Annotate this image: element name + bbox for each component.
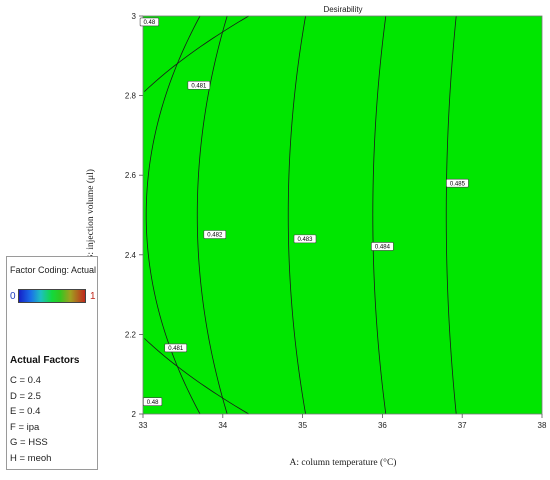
actual-factor-item: H = meoh [10, 452, 52, 464]
contour-line [372, 15, 387, 415]
contour-line [445, 15, 457, 415]
y-tick-label: 2.8 [125, 92, 137, 101]
y-axis-title: B: injection volume (μl) [85, 169, 96, 261]
contour-label-text: 0.48 [147, 400, 159, 406]
y-tick-label: 2.2 [125, 330, 137, 339]
plot-area [143, 16, 542, 414]
x-tick-label: 35 [298, 421, 307, 430]
x-tick-label: 37 [458, 421, 467, 430]
factor-coding-label: Factor Coding: Actual [10, 265, 97, 275]
actual-factors-title: Actual Factors [10, 355, 80, 366]
contour-label-text: 0.483 [297, 237, 313, 243]
contour-label: 0.48 [142, 397, 163, 406]
contour-label-text: 0.485 [450, 181, 466, 187]
contour-label: 0.483 [293, 234, 317, 244]
contour-label: 0.484 [371, 242, 394, 251]
chart-title: Desirability [323, 5, 362, 14]
contour-label-text: 0.481 [191, 83, 207, 89]
contour-line [196, 15, 228, 415]
contour-label-text: 0.484 [375, 245, 391, 251]
contour-label: 0.48 [139, 17, 159, 27]
y-tick-label: 2.6 [125, 171, 137, 180]
actual-factors-list: C = 0.4 D = 2.5 E = 0.4 F = ipa G = HSS … [10, 373, 51, 467]
plot-frame [142, 15, 543, 415]
contour-label: 0.485 [446, 178, 469, 188]
contour-line [287, 15, 306, 415]
actual-factor-item: D = 2.5 [10, 390, 41, 402]
x-tick-label: 34 [218, 421, 227, 430]
y-tick-label: 2.4 [125, 251, 137, 260]
desirability-color-scale [18, 289, 86, 303]
legend-max-label: 1 [90, 291, 96, 302]
y-tick-label: 3 [132, 12, 137, 21]
x-tick-label: 33 [139, 421, 148, 430]
legend-min-label: 0 [10, 291, 16, 302]
factor-panel: Factor Coding: Actual 0 1 Actual Factors… [6, 256, 98, 470]
contour-label: 0.481 [187, 80, 211, 90]
actual-factor-item: E = 0.4 [10, 406, 41, 418]
actual-factor-item: C = 0.4 [10, 375, 41, 386]
actual-factor-item: F = ipa [10, 421, 40, 433]
contour-label: 0.482 [203, 230, 227, 239]
contour-label: 0.481 [164, 343, 188, 353]
x-tick-label: 36 [378, 421, 387, 430]
x-tick-label: 38 [538, 421, 547, 430]
contour-labels: 0.48 0.481 0.482 0.483 0.484 0.485 0.481 0.48 [139, 17, 469, 406]
axis-ticks: 33 34 35 36 37 38 2 2.2 2.4 2.6 2.8 3 [125, 12, 547, 430]
contour-label-text: 0.48 [144, 20, 156, 26]
y-tick-label: 2 [132, 410, 137, 419]
x-axis-title: A: column temperature (°C) [290, 457, 397, 468]
contour-label-text: 0.482 [207, 233, 223, 239]
contour-label-text: 0.481 [168, 346, 184, 352]
actual-factor-item: G = HSS [10, 437, 48, 449]
contour-line [144, 15, 249, 415]
